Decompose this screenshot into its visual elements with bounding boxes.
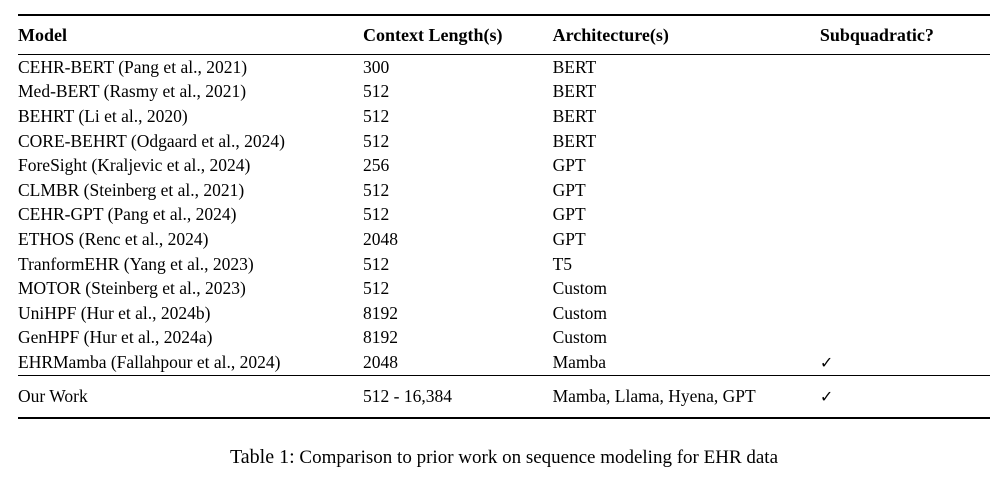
column-header-subquadratic: Subquadratic? [819, 15, 990, 55]
comparison-table: Model Context Length(s) Architecture(s) … [18, 14, 990, 419]
header-row: Model Context Length(s) Architecture(s) … [18, 15, 990, 55]
subquadratic-cell [820, 301, 990, 326]
column-header-architecture: Architecture(s) [552, 15, 820, 55]
model-cell: CLMBR (Steinberg et al., 2021) [18, 179, 245, 200]
context-length-cell: 2048 [363, 351, 399, 372]
context-length-cell: 512 [363, 179, 390, 200]
architecture-cell: Custom [552, 327, 608, 348]
subquadratic-cell [820, 80, 990, 105]
subquadratic-cell [820, 55, 990, 80]
model-cell: BEHRT (Li et al., 2020) [18, 105, 188, 126]
architecture-cell: Custom [552, 278, 608, 299]
architecture-cell: Custom [552, 302, 608, 323]
context-length-cell: 8192 [363, 327, 399, 348]
table-body: CEHR-BERT (Pang et al., 2021) 300 BERT M… [18, 55, 990, 376]
architecture-cell: GPT [552, 228, 586, 249]
subquadratic-cell [820, 227, 990, 252]
table-row: UniHPF (Hur et al., 2024b) 8192 Custom [18, 301, 990, 326]
architecture-cell: Mamba [552, 351, 607, 372]
context-length-cell: 512 - 16,384 [363, 374, 553, 418]
context-length-cell: 512 [363, 253, 390, 274]
model-cell: MOTOR (Steinberg et al., 2023) [18, 278, 246, 299]
model-cell: GenHPF (Hur et al., 2024a) [18, 327, 213, 348]
table-row: EHRMamba (Fallahpour et al., 2024) 2048 … [18, 350, 990, 375]
subquadratic-cell [820, 104, 990, 129]
model-cell: CEHR-BERT (Pang et al., 2021) [18, 56, 248, 77]
table-row: CEHR-GPT (Pang et al., 2024) 512 GPT [18, 203, 990, 228]
architecture-cell: GPT [552, 155, 586, 176]
model-cell: ETHOS (Renc et al., 2024) [18, 228, 209, 249]
table-row: TranformEHR (Yang et al., 2023) 512 T5 [18, 252, 990, 277]
table-row: GenHPF (Hur et al., 2024a) 8192 Custom [18, 326, 990, 351]
subquadratic-cell [820, 326, 990, 351]
table-row: CLMBR (Steinberg et al., 2021) 512 GPT [18, 178, 990, 203]
table-row: MOTOR (Steinberg et al., 2023) 512 Custo… [18, 276, 990, 301]
model-cell: TranformEHR (Yang et al., 2023) [18, 253, 254, 274]
model-cell: CORE-BEHRT (Odgaard et al., 2024) [18, 130, 285, 151]
table-header: Model Context Length(s) Architecture(s) … [18, 15, 990, 55]
context-length-cell: 300 [363, 56, 390, 77]
table-row: Med-BERT (Rasmy et al., 2021) 512 BERT [18, 80, 990, 105]
architecture-cell: Mamba, Llama, Hyena, GPT [552, 374, 820, 418]
model-cell: EHRMamba (Fallahpour et al., 2024) [18, 351, 281, 372]
context-length-cell: 2048 [363, 228, 399, 249]
column-header-context-length: Context Length(s) [363, 15, 553, 55]
our-work-section: Our Work 512 - 16,384 Mamba, Llama, Hyen… [18, 374, 990, 418]
table-row: CEHR-BERT (Pang et al., 2021) 300 BERT [18, 55, 990, 80]
context-length-cell: 512 [363, 81, 390, 102]
architecture-cell: T5 [552, 253, 573, 274]
table-row: ETHOS (Renc et al., 2024) 2048 GPT [18, 227, 990, 252]
model-cell: CEHR-GPT (Pang et al., 2024) [18, 204, 237, 225]
subquadratic-cell [820, 129, 990, 154]
table-caption: Table 1: Comparison to prior work on seq… [18, 446, 990, 469]
table-row: ForeSight (Kraljevic et al., 2024) 256 G… [18, 153, 990, 178]
table-row: BEHRT (Li et al., 2020) 512 BERT [18, 104, 990, 129]
context-length-cell: 256 [363, 155, 390, 176]
architecture-cell: GPT [552, 179, 586, 200]
table-row: CORE-BEHRT (Odgaard et al., 2024) 512 BE… [18, 129, 990, 154]
model-cell: Med-BERT (Rasmy et al., 2021) [18, 81, 247, 102]
architecture-cell: BERT [552, 130, 597, 151]
model-cell: Our Work [18, 374, 364, 418]
model-cell: ForeSight (Kraljevic et al., 2024) [18, 155, 251, 176]
model-cell: UniHPF (Hur et al., 2024b) [18, 302, 211, 323]
context-length-cell: 512 [363, 204, 390, 225]
subquadratic-cell [820, 203, 990, 228]
context-length-cell: 512 [363, 278, 390, 299]
architecture-cell: GPT [552, 204, 586, 225]
checkmark-icon: ✓ [819, 352, 834, 372]
subquadratic-cell [820, 252, 990, 277]
subquadratic-cell [820, 178, 990, 203]
subquadratic-cell [820, 276, 990, 301]
table-caption-text: Comparison to prior work on sequence mod… [294, 446, 779, 468]
context-length-cell: 512 [363, 105, 390, 126]
architecture-cell: BERT [552, 81, 597, 102]
our-work-row: Our Work 512 - 16,384 Mamba, Llama, Hyen… [18, 374, 990, 418]
context-length-cell: 8192 [363, 302, 399, 323]
architecture-cell: BERT [552, 105, 597, 126]
subquadratic-cell [820, 153, 990, 178]
table-caption-label: Table 1: [229, 445, 295, 468]
context-length-cell: 512 [363, 130, 390, 151]
architecture-cell: BERT [552, 56, 597, 77]
column-header-model: Model [18, 15, 364, 55]
checkmark-icon: ✓ [819, 374, 990, 418]
